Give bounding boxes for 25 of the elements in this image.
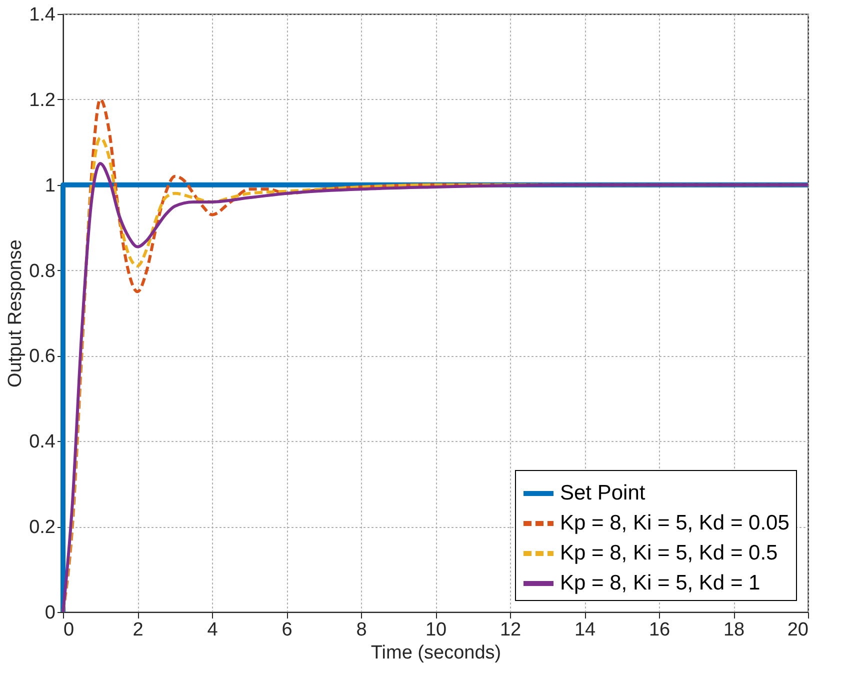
y-tick-label: 0 <box>44 602 56 624</box>
x-tick-label: 20 <box>787 620 808 640</box>
y-tick-label: 0.6 <box>29 346 56 368</box>
x-tick-label: 16 <box>648 620 670 640</box>
x-axis-title: Time (seconds) <box>370 642 502 664</box>
y-tick-label: 0.8 <box>29 260 56 282</box>
x-tick-label: 14 <box>574 620 596 640</box>
legend-label: Kp = 8, Ki = 5, Kd = 0.05 <box>560 512 790 534</box>
y-tick-label: 1.2 <box>29 90 56 111</box>
x-tick-label: 4 <box>207 620 218 640</box>
y-tick-label: 0.4 <box>29 432 56 453</box>
x-tick-label: 10 <box>425 620 447 640</box>
x-tick-label: 0 <box>64 620 74 640</box>
x-tick-label: 8 <box>356 620 367 640</box>
y-axis-title: Output Response <box>5 240 26 388</box>
legend-label: Kp = 8, Ki = 5, Kd = 0.5 <box>560 542 778 564</box>
y-tick-label: 0.2 <box>29 517 56 538</box>
y-tick-label: 1 <box>44 175 56 196</box>
x-tick-label: 6 <box>282 620 292 640</box>
x-tick-label: 18 <box>723 620 745 640</box>
y-tick-label: 1.4 <box>29 4 56 26</box>
x-tick-label: 12 <box>500 620 522 640</box>
legend-label: Kp = 8, Ki = 5, Kd = 1 <box>560 572 760 594</box>
x-tick-label: 2 <box>132 620 144 640</box>
legend-label: Set Point <box>560 482 646 504</box>
